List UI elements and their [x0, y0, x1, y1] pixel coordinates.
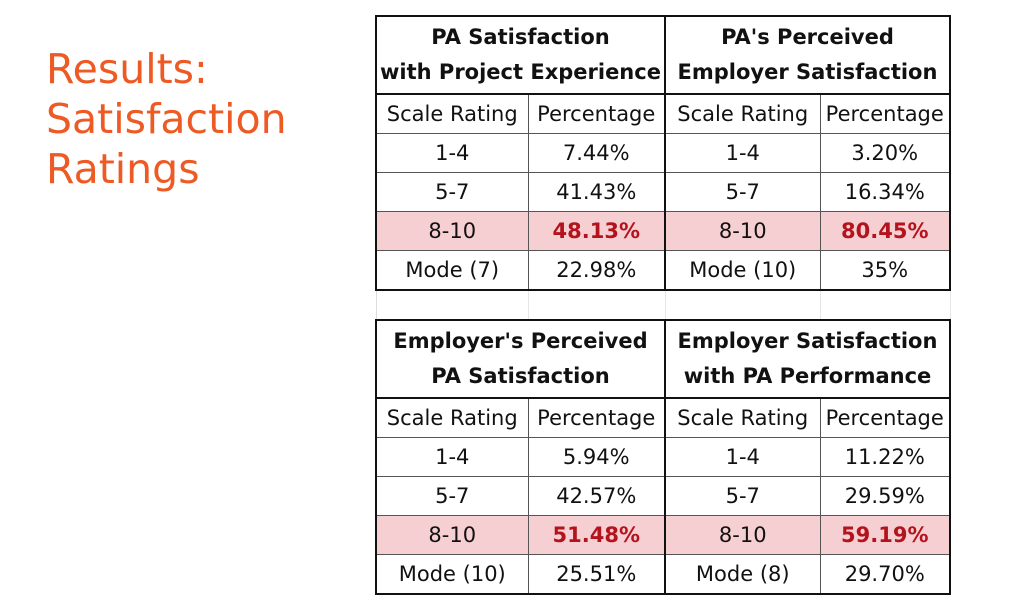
- column-header: Percentage: [819, 397, 951, 438]
- percentage-cell: 80.45%: [819, 211, 951, 251]
- scale-rating-cell: 5-7: [664, 476, 821, 516]
- scale-rating-cell: 5-7: [664, 172, 821, 212]
- slide-title: Results: Satisfaction Ratings: [46, 44, 346, 194]
- spacer-cell: [527, 290, 666, 320]
- table-title-line: Employer Satisfaction: [677, 329, 938, 353]
- percentage-cell: 29.70%: [819, 554, 951, 595]
- column-header: Percentage: [819, 93, 951, 134]
- table-title-pa-satisfaction: PA Satisfaction with Project Experience: [375, 15, 666, 95]
- table-row: 5-7 41.43% 5-7 16.34%: [375, 172, 951, 212]
- table-title-line: Employer Satisfaction: [677, 60, 938, 84]
- percentage-cell: 48.13%: [527, 211, 666, 251]
- percentage-cell: 5.94%: [527, 437, 666, 477]
- table-row: 1-4 7.44% 1-4 3.20%: [375, 133, 951, 173]
- column-header: Percentage: [527, 397, 666, 438]
- percentage-cell: 29.59%: [819, 476, 951, 516]
- slide-title-line: Results:: [46, 45, 208, 93]
- scale-rating-cell: Mode (10): [664, 250, 821, 291]
- scale-rating-cell: 1-4: [664, 133, 821, 173]
- spacer-cell: [819, 290, 951, 320]
- slide-title-line: Ratings: [46, 145, 200, 193]
- column-header-row: Scale Rating Percentage Scale Rating Per…: [375, 93, 951, 134]
- highlighted-table-row: 8-10 51.48% 8-10 59.19%: [375, 515, 951, 555]
- percentage-cell: 16.34%: [819, 172, 951, 212]
- column-header: Scale Rating: [375, 93, 529, 134]
- scale-rating-cell: Mode (10): [375, 554, 529, 595]
- column-header: Scale Rating: [664, 397, 821, 438]
- scale-rating-cell: Mode (7): [375, 250, 529, 291]
- scale-rating-cell: Mode (8): [664, 554, 821, 595]
- percentage-cell: 3.20%: [819, 133, 951, 173]
- table-title-line: with PA Performance: [683, 364, 932, 388]
- table-title-line: with Project Experience: [380, 60, 661, 84]
- section-header-row: PA Satisfaction with Project Experience …: [375, 15, 951, 95]
- percentage-cell: 11.22%: [819, 437, 951, 477]
- column-header: Scale Rating: [375, 397, 529, 438]
- percentage-cell: 42.57%: [527, 476, 666, 516]
- scale-rating-cell: 8-10: [664, 211, 821, 251]
- percentage-cell: 22.98%: [527, 250, 666, 291]
- spacer-row: [375, 290, 951, 320]
- table-title-line: PA Satisfaction: [431, 364, 610, 388]
- slide-title-line: Satisfaction: [46, 95, 287, 143]
- column-header: Scale Rating: [664, 93, 821, 134]
- column-header-row: Scale Rating Percentage Scale Rating Per…: [375, 397, 951, 438]
- table-title-line: PA's Perceived: [721, 25, 894, 49]
- column-header: Percentage: [527, 93, 666, 134]
- table-title-pa-perceived-employer: PA's Perceived Employer Satisfaction: [664, 15, 951, 95]
- scale-rating-cell: 1-4: [375, 133, 529, 173]
- scale-rating-cell: 8-10: [375, 515, 529, 555]
- percentage-cell: 35%: [819, 250, 951, 291]
- scale-rating-cell: 8-10: [375, 211, 529, 251]
- scale-rating-cell: 5-7: [375, 476, 529, 516]
- table-row: Mode (7) 22.98% Mode (10) 35%: [375, 250, 951, 291]
- highlighted-table-row: 8-10 48.13% 8-10 80.45%: [375, 211, 951, 251]
- scale-rating-cell: 5-7: [375, 172, 529, 212]
- table-row: 5-7 42.57% 5-7 29.59%: [375, 476, 951, 516]
- scale-rating-cell: 1-4: [375, 437, 529, 477]
- scale-rating-cell: 1-4: [664, 437, 821, 477]
- scale-rating-cell: 8-10: [664, 515, 821, 555]
- percentage-cell: 7.44%: [527, 133, 666, 173]
- spacer-cell: [664, 290, 821, 320]
- table-title-line: PA Satisfaction: [431, 25, 610, 49]
- table-row: 1-4 5.94% 1-4 11.22%: [375, 437, 951, 477]
- percentage-cell: 25.51%: [527, 554, 666, 595]
- percentage-cell: 51.48%: [527, 515, 666, 555]
- table-title-line: Employer's Perceived: [393, 329, 648, 353]
- spacer-cell: [375, 290, 529, 320]
- section-header-row: Employer's Perceived PA Satisfaction Emp…: [375, 319, 951, 399]
- satisfaction-ratings-table: PA Satisfaction with Project Experience …: [375, 15, 951, 595]
- percentage-cell: 59.19%: [819, 515, 951, 555]
- table-row: Mode (10) 25.51% Mode (8) 29.70%: [375, 554, 951, 595]
- table-title-employer-perceived-pa: Employer's Perceived PA Satisfaction: [375, 319, 666, 399]
- percentage-cell: 41.43%: [527, 172, 666, 212]
- table-title-employer-satisfaction: Employer Satisfaction with PA Performanc…: [664, 319, 951, 399]
